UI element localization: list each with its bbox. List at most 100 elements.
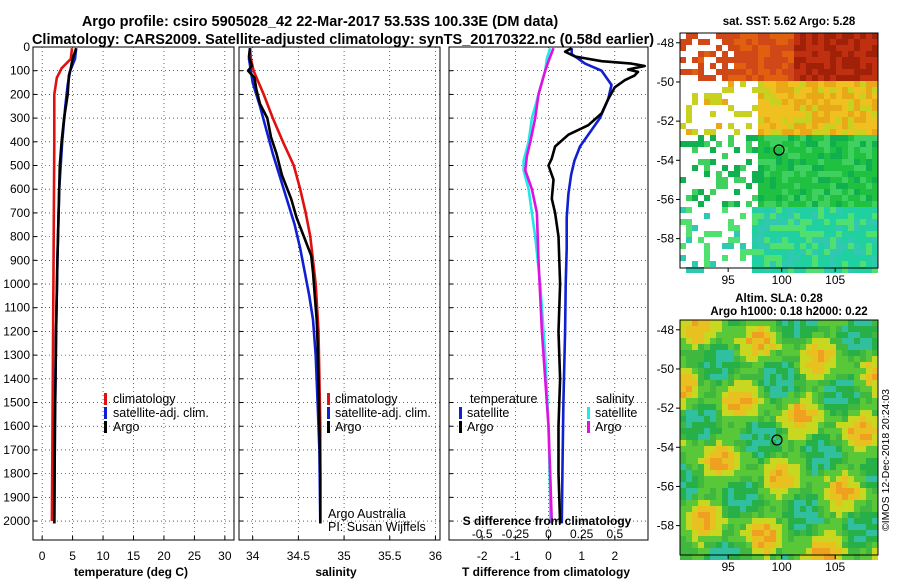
map-cell [734,518,740,524]
map-cell [818,177,824,183]
map-cell [812,153,818,159]
map-cell [800,123,806,129]
map-cell [866,225,872,231]
map-cell [824,470,830,476]
map-cell [824,93,830,99]
map-cell [854,189,860,195]
map-cell [794,93,800,99]
map-cell [782,249,788,255]
map-cell [800,105,806,111]
map-cell [812,374,818,380]
map-cell [746,249,752,255]
map-cell [800,374,806,380]
map-cell [710,422,716,428]
map-cell [746,428,752,434]
map-cell [692,225,698,231]
map-cell [872,255,878,261]
map-cell [872,554,878,560]
map-cell [848,416,854,422]
map-cell [692,356,698,362]
map-cell [788,326,794,332]
map-cell [782,416,788,422]
map-cell [854,207,860,213]
map-cell [800,494,806,500]
map-cell [788,51,794,57]
map-cell [680,410,686,416]
map-cell [836,416,842,422]
map-cell [830,542,836,548]
map-cell [866,243,872,249]
map-cell [680,177,686,183]
map-cell [704,368,710,374]
map-cell [842,416,848,422]
map-cell [686,350,692,356]
map-cell [776,207,782,213]
map-cell [728,225,734,231]
map-cell [866,524,872,530]
map-cell [866,219,872,225]
map-cell [752,536,758,542]
map-cell [854,225,860,231]
map-cell [806,464,812,470]
map-cell [860,33,866,39]
map-cell [692,476,698,482]
map-cell [794,57,800,63]
map-cell [770,201,776,207]
map-cell [782,129,788,135]
map-cell [680,404,686,410]
map-cell [788,159,794,165]
map-cell [830,506,836,512]
map-cell [776,326,782,332]
map-cell [824,99,830,105]
map-cell [776,183,782,189]
map-cell [746,518,752,524]
map-cell [758,392,764,398]
map-cell [698,201,704,207]
map-cell [758,332,764,338]
map-cell [692,440,698,446]
map-cell [848,320,854,326]
map-cell [722,33,728,39]
map-cell [782,117,788,123]
map-cell [860,488,866,494]
map-cell [680,338,686,344]
map-cell [758,249,764,255]
map-cell [818,135,824,141]
map-cell [842,488,848,494]
map-cell [698,422,704,428]
map-cell [680,488,686,494]
map-cell [854,75,860,81]
map-cell [728,428,734,434]
map-cell [800,380,806,386]
x-tick-label: 5 [69,549,76,563]
map-cell [848,446,854,452]
map-cell [848,554,854,560]
map-cell [734,458,740,464]
map-cell [770,135,776,141]
map-cell [848,63,854,69]
map-cell [824,117,830,123]
map-cell [854,356,860,362]
map-cell [692,482,698,488]
map-cell [806,512,812,518]
map-cell [824,39,830,45]
map-cell [752,458,758,464]
map-cell [734,189,740,195]
map-cell [812,129,818,135]
map-cell [734,404,740,410]
map-cell [866,123,872,129]
map-cell [740,452,746,458]
salinity-tick-label: 0 [545,527,552,541]
map-cell [782,392,788,398]
map-cell [872,33,878,39]
map-cell [776,123,782,129]
map-cell [740,506,746,512]
map-cell [770,111,776,117]
map-cell [836,231,842,237]
map-cell [734,512,740,518]
map-cell [836,237,842,243]
map-cell [842,231,848,237]
map-cell [692,410,698,416]
map-cell [722,57,728,63]
map-y-tick-label: -58 [657,519,675,533]
